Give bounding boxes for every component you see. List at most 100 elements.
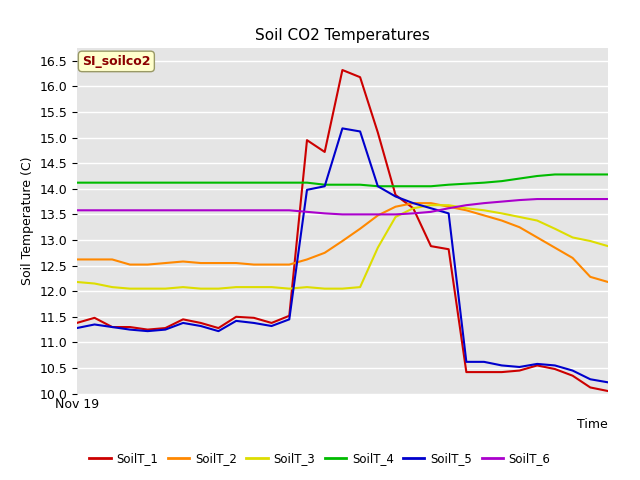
SoilT_3 [410, 205, 417, 211]
SoilT_2 [73, 257, 81, 263]
SoilT_3 [285, 286, 293, 291]
SoilT_4 [144, 180, 152, 186]
SoilT_3 [339, 286, 346, 291]
SoilT_2 [126, 262, 134, 267]
SoilT_2 [303, 257, 311, 263]
SoilT_3 [108, 284, 116, 290]
SoilT_3 [179, 284, 187, 290]
SoilT_6 [516, 197, 524, 203]
SoilT_2 [144, 262, 152, 267]
SoilT_2 [427, 200, 435, 206]
SoilT_5 [392, 193, 399, 199]
SoilT_2 [533, 235, 541, 240]
SoilT_1 [533, 362, 541, 368]
SoilT_2 [250, 262, 258, 267]
SoilT_6 [108, 207, 116, 213]
SoilT_5 [108, 324, 116, 330]
SoilT_6 [427, 209, 435, 215]
SoilT_2 [179, 259, 187, 264]
SoilT_1 [586, 384, 594, 390]
SoilT_6 [321, 211, 328, 216]
SoilT_6 [551, 196, 559, 202]
SoilT_6 [303, 209, 311, 215]
SoilT_1 [285, 313, 293, 319]
SoilT_5 [410, 200, 417, 206]
SoilT_5 [339, 125, 346, 131]
SoilT_1 [250, 315, 258, 321]
Line: SoilT_2: SoilT_2 [77, 203, 608, 282]
SoilT_6 [533, 196, 541, 202]
SoilT_4 [463, 181, 470, 187]
SoilT_1 [214, 325, 222, 331]
Text: SI_soilco2: SI_soilco2 [82, 55, 150, 68]
SoilT_3 [569, 235, 577, 240]
SoilT_4 [374, 183, 381, 189]
SoilT_4 [91, 180, 99, 186]
SoilT_6 [586, 196, 594, 202]
SoilT_5 [214, 328, 222, 334]
SoilT_1 [356, 74, 364, 80]
SoilT_1 [445, 246, 452, 252]
SoilT_3 [126, 286, 134, 291]
SoilT_5 [232, 318, 240, 324]
SoilT_2 [321, 250, 328, 256]
SoilT_4 [161, 180, 169, 186]
SoilT_6 [392, 212, 399, 217]
SoilT_1 [463, 369, 470, 375]
SoilT_3 [250, 284, 258, 290]
SoilT_5 [197, 323, 205, 329]
SoilT_2 [392, 204, 399, 210]
SoilT_3 [144, 286, 152, 291]
SoilT_1 [604, 388, 612, 394]
SoilT_2 [356, 226, 364, 232]
SoilT_3 [516, 214, 524, 220]
SoilT_3 [268, 284, 275, 290]
Line: SoilT_4: SoilT_4 [77, 174, 608, 186]
SoilT_3 [303, 284, 311, 290]
SoilT_6 [91, 207, 99, 213]
SoilT_2 [551, 245, 559, 251]
SoilT_2 [569, 255, 577, 261]
SoilT_3 [533, 217, 541, 223]
Line: SoilT_3: SoilT_3 [77, 205, 608, 288]
SoilT_5 [604, 380, 612, 385]
SoilT_5 [161, 327, 169, 333]
SoilT_5 [498, 362, 506, 368]
SoilT_2 [445, 204, 452, 210]
SoilT_4 [533, 173, 541, 179]
SoilT_2 [339, 238, 346, 244]
SoilT_3 [551, 226, 559, 232]
SoilT_6 [285, 207, 293, 213]
SoilT_2 [285, 262, 293, 267]
SoilT_3 [161, 286, 169, 291]
SoilT_2 [586, 274, 594, 280]
SoilT_6 [356, 212, 364, 217]
SoilT_4 [551, 171, 559, 177]
SoilT_6 [126, 207, 134, 213]
SoilT_4 [445, 182, 452, 188]
SoilT_3 [356, 284, 364, 290]
SoilT_2 [498, 217, 506, 223]
SoilT_1 [374, 130, 381, 135]
SoilT_4 [197, 180, 205, 186]
SoilT_1 [268, 320, 275, 326]
SoilT_5 [144, 328, 152, 334]
SoilT_1 [179, 316, 187, 322]
Title: Soil CO2 Temperatures: Soil CO2 Temperatures [255, 28, 430, 43]
Line: SoilT_5: SoilT_5 [77, 128, 608, 383]
SoilT_1 [551, 366, 559, 372]
SoilT_4 [498, 178, 506, 184]
SoilT_5 [321, 183, 328, 189]
SoilT_5 [551, 362, 559, 368]
SoilT_1 [410, 205, 417, 211]
SoilT_3 [463, 205, 470, 211]
SoilT_2 [108, 257, 116, 263]
SoilT_5 [533, 361, 541, 367]
SoilT_6 [480, 200, 488, 206]
SoilT_6 [463, 202, 470, 208]
SoilT_6 [214, 207, 222, 213]
SoilT_5 [126, 327, 134, 333]
SoilT_6 [445, 205, 452, 211]
Y-axis label: Soil Temperature (C): Soil Temperature (C) [20, 156, 34, 285]
SoilT_2 [91, 257, 99, 263]
